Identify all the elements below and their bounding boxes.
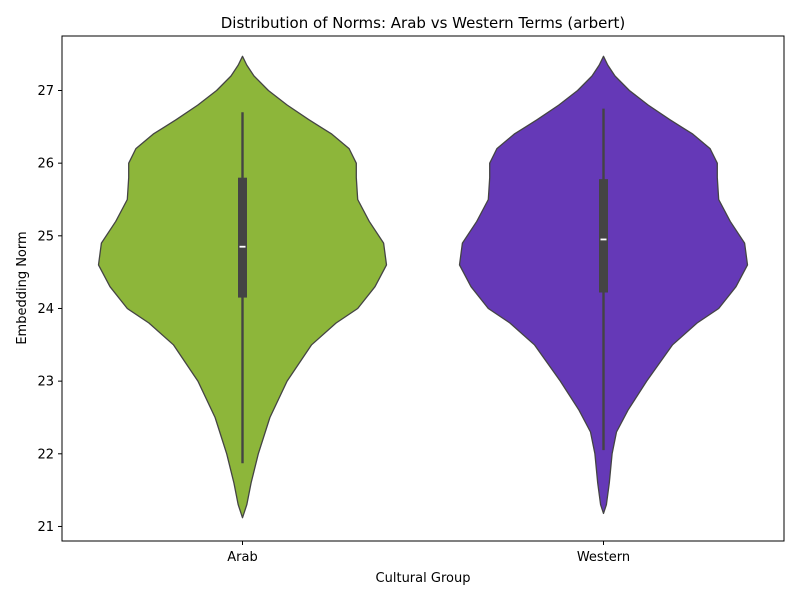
x-tick-label-western: Western: [577, 550, 630, 565]
y-tick-label-21: 21: [37, 520, 54, 535]
y-tick-label-26: 26: [37, 157, 54, 172]
x-tick-label-arab: Arab: [227, 550, 257, 565]
violins-layer: [97, 55, 749, 519]
x-axis-label: Cultural Group: [376, 571, 471, 586]
chart-title: Distribution of Norms: Arab vs Western T…: [221, 14, 626, 32]
y-tick-label-22: 22: [37, 447, 54, 462]
iqr-box-western: [599, 179, 608, 293]
axes-layer: Arab Western 21 22 23 24 25 26 27: [37, 84, 630, 565]
y-tick-label-24: 24: [37, 302, 54, 317]
y-tick-label-25: 25: [37, 229, 54, 244]
iqr-box-arab: [238, 177, 247, 298]
y-axis-label: Embedding Norm: [15, 231, 30, 344]
y-tick-label-27: 27: [37, 84, 54, 99]
plot-frame: [61, 35, 785, 542]
y-tick-label-23: 23: [37, 375, 54, 390]
